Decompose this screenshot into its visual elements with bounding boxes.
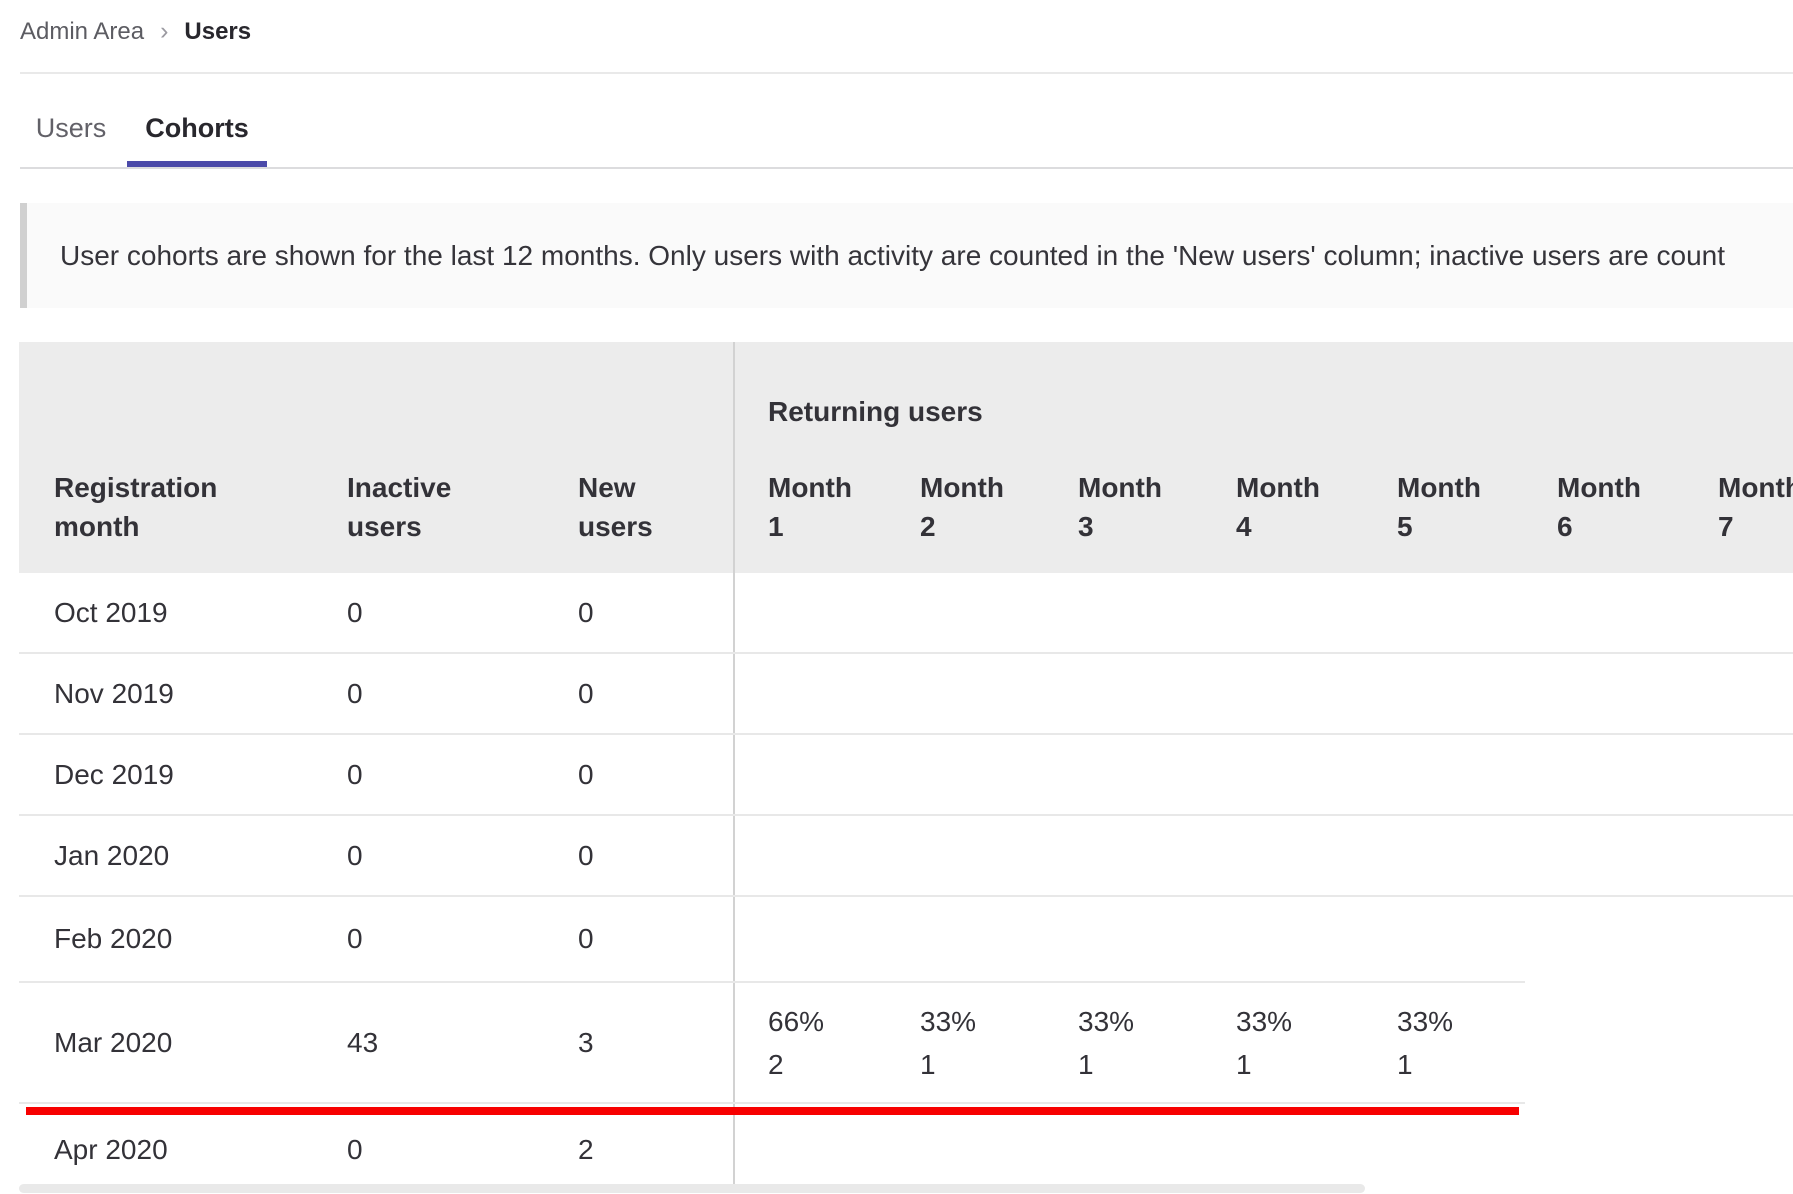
new-users-cell: 3 xyxy=(578,1026,594,1058)
column-header-registration-month: Registration month xyxy=(54,472,218,542)
new-users-cell: 2 xyxy=(578,1133,594,1165)
breadcrumb-link-admin-area[interactable]: Admin Area xyxy=(20,18,145,45)
info-banner-text: User cohorts are shown for the last 12 m… xyxy=(60,239,1726,271)
tabs-divider xyxy=(20,167,1793,169)
registration-month-cell: Nov 2019 xyxy=(54,677,174,709)
table-row: Oct 2019 0 0 xyxy=(0,573,1793,652)
info-banner: User cohorts are shown for the last 12 m… xyxy=(20,203,1793,308)
registration-month-cell: Jan 2020 xyxy=(54,839,170,871)
registration-month-cell: Dec 2019 xyxy=(54,758,174,790)
inactive-users-cell: 0 xyxy=(347,839,363,871)
returning-users-cell-month-5: 33% 1 xyxy=(1397,1005,1454,1080)
returning-users-cell-month-2: 33% 1 xyxy=(920,1005,977,1080)
chevron-right-icon: › xyxy=(160,16,169,45)
row-separator xyxy=(19,981,1525,983)
table-row: Jan 2020 0 0 xyxy=(0,816,1793,895)
row-separator xyxy=(19,814,1793,816)
breadcrumb-current-users[interactable]: Users xyxy=(184,18,252,45)
new-users-cell: 0 xyxy=(578,923,594,954)
column-header-month-2: Month 2 xyxy=(920,472,1004,542)
returning-users-cell-month-4: 33% 1 xyxy=(1236,1005,1293,1080)
inactive-users-cell: 0 xyxy=(347,677,363,709)
new-users-cell: 0 xyxy=(578,677,594,709)
column-header-month-3: Month 3 xyxy=(1078,472,1162,542)
column-divider xyxy=(733,342,735,1184)
inactive-users-cell: 43 xyxy=(347,1026,379,1058)
horizontal-scrollbar-thumb[interactable] xyxy=(19,1184,1365,1193)
table-row: Mar 2020 43 3 66% 2 33% 1 33% 1 33% 1 33% 1 xyxy=(0,983,1793,1102)
registration-month-cell: Mar 2020 xyxy=(54,1026,173,1058)
new-users-cell: 0 xyxy=(578,596,594,628)
inactive-users-cell: 0 xyxy=(347,596,363,628)
column-header-month-1: Month 1 xyxy=(768,472,852,542)
tab-cohorts[interactable]: Cohorts xyxy=(145,112,249,143)
row-separator xyxy=(19,733,1793,735)
column-header-new-users: New users xyxy=(578,472,653,542)
returning-users-cell-month-3: 33% 1 xyxy=(1078,1005,1135,1080)
table-row: Feb 2020 0 0 xyxy=(0,897,1793,981)
table-row: Apr 2020 0 2 xyxy=(0,1115,1793,1184)
column-header-month-7: Month7 xyxy=(1718,472,1793,542)
row-separator xyxy=(19,1102,1525,1104)
new-users-cell: 0 xyxy=(578,758,594,790)
column-header-inactive-users: Inactive users xyxy=(347,472,452,542)
breadcrumb-divider xyxy=(20,72,1793,74)
column-header-month-5: Month 5 xyxy=(1397,472,1481,542)
info-banner-left-bar xyxy=(20,203,27,308)
registration-month-cell: Feb 2020 xyxy=(54,923,173,954)
registration-month-cell: Apr 2020 xyxy=(54,1133,168,1165)
column-header-month-6: Month 6 xyxy=(1557,472,1641,542)
row-separator xyxy=(19,895,1793,897)
inactive-users-cell: 0 xyxy=(347,758,363,790)
inactive-users-cell: 0 xyxy=(347,923,363,954)
table-row: Dec 2019 0 0 xyxy=(0,735,1793,814)
row-separator xyxy=(19,652,1793,654)
table-header-background xyxy=(19,342,1793,573)
table-row: Nov 2019 0 0 xyxy=(0,654,1793,733)
inactive-users-cell: 0 xyxy=(347,1133,363,1165)
returning-users-group-header: Returning users xyxy=(768,396,983,427)
registration-month-cell: Oct 2019 xyxy=(54,596,168,628)
column-header-month-4: Month 4 xyxy=(1236,472,1320,542)
breadcrumb: Admin Area › Users xyxy=(20,8,251,56)
new-users-cell: 0 xyxy=(578,839,594,871)
red-annotation-line xyxy=(26,1107,1519,1115)
tab-users[interactable]: Users xyxy=(35,112,107,143)
active-tab-indicator xyxy=(127,161,267,167)
returning-users-cell-month-1: 66% 2 xyxy=(768,1005,825,1080)
